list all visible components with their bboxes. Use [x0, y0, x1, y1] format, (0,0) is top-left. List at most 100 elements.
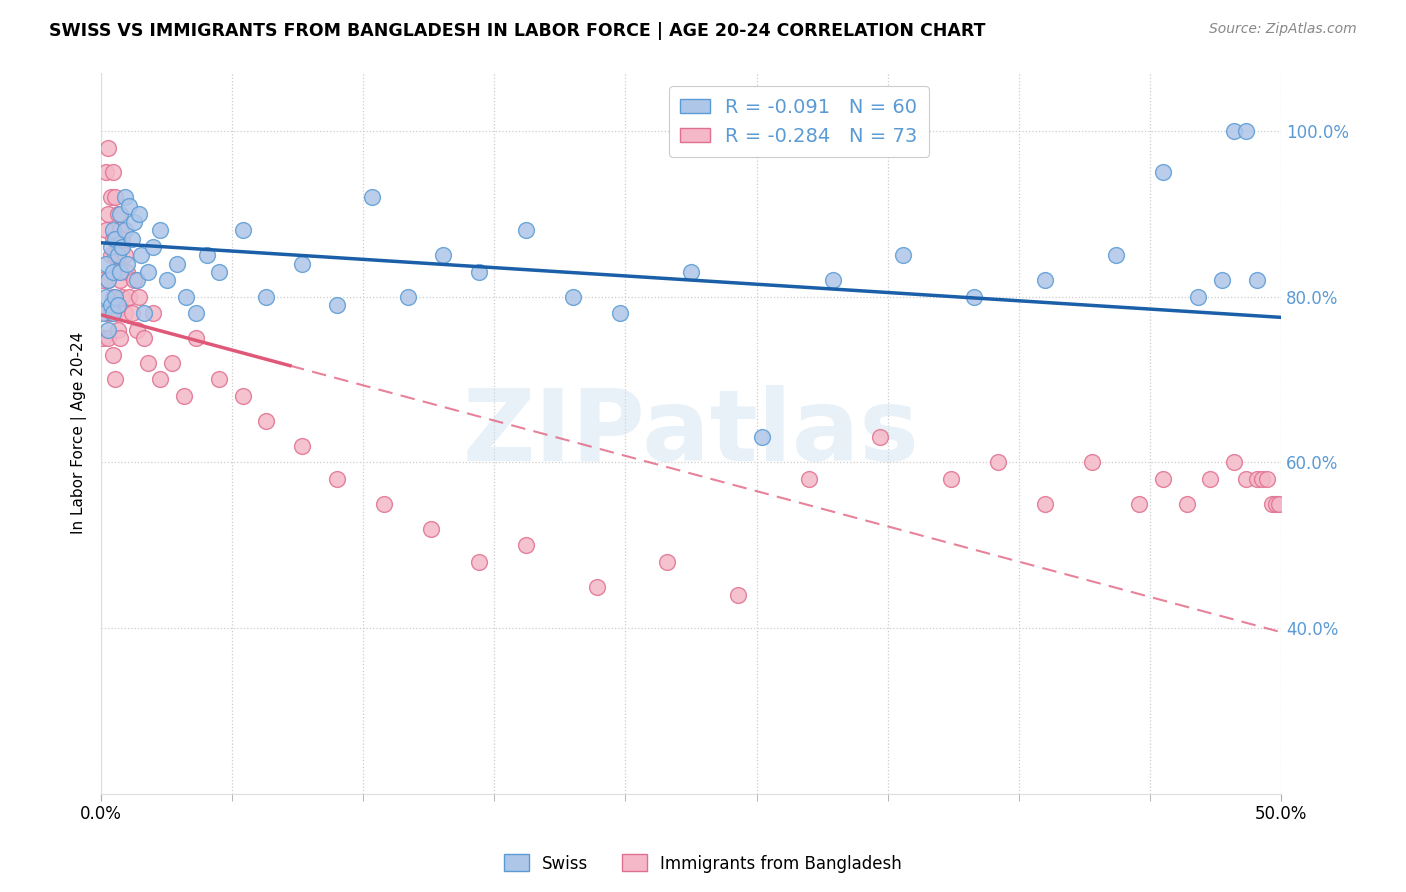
Point: [361, 190, 384, 204]
Point: [184, 331, 207, 345]
Point: [101, 265, 124, 279]
Point: [1128, 497, 1150, 511]
Point: [93, 273, 115, 287]
Point: [108, 331, 131, 345]
Point: [939, 472, 962, 486]
Point: [128, 290, 150, 304]
Point: [125, 323, 148, 337]
Point: [107, 323, 129, 337]
Point: [111, 290, 134, 304]
Point: [515, 223, 537, 237]
Point: [963, 290, 986, 304]
Point: [94, 223, 117, 237]
Point: [373, 497, 395, 511]
Point: [122, 273, 145, 287]
Point: [1234, 472, 1257, 486]
Point: [104, 190, 127, 204]
Point: [1260, 497, 1282, 511]
Point: [101, 223, 124, 237]
Point: [115, 256, 138, 270]
Point: [97, 140, 120, 154]
Point: [104, 372, 127, 386]
Point: [326, 298, 349, 312]
Point: [111, 232, 134, 246]
Point: [108, 265, 131, 279]
Point: [97, 273, 120, 287]
Point: [121, 232, 143, 246]
Point: [585, 580, 607, 594]
Point: [657, 555, 679, 569]
Point: [94, 306, 117, 320]
Point: [104, 248, 127, 262]
Point: [1152, 472, 1174, 486]
Point: [232, 223, 254, 237]
Point: [291, 256, 314, 270]
Point: [132, 306, 155, 320]
Point: [108, 273, 131, 287]
Point: [562, 290, 585, 304]
Point: [100, 190, 122, 204]
Point: [727, 588, 749, 602]
Point: [100, 248, 122, 262]
Point: [821, 273, 844, 287]
Point: [679, 265, 702, 279]
Point: [118, 290, 141, 304]
Text: SWISS VS IMMIGRANTS FROM BANGLADESH IN LABOR FORCE | AGE 20-24 CORRELATION CHART: SWISS VS IMMIGRANTS FROM BANGLADESH IN L…: [49, 22, 986, 40]
Point: [291, 439, 314, 453]
Point: [100, 306, 122, 320]
Point: [174, 290, 197, 304]
Point: [1199, 472, 1222, 486]
Point: [432, 248, 454, 262]
Point: [467, 265, 489, 279]
Point: [1175, 497, 1198, 511]
Point: [893, 248, 915, 262]
Point: [101, 165, 124, 179]
Point: [104, 232, 127, 246]
Point: [149, 223, 172, 237]
Point: [128, 207, 150, 221]
Point: [609, 306, 631, 320]
Point: [136, 265, 159, 279]
Point: [121, 306, 143, 320]
Point: [115, 265, 138, 279]
Point: [1265, 497, 1288, 511]
Point: [869, 430, 891, 444]
Point: [149, 372, 172, 386]
Point: [184, 306, 207, 320]
Point: [136, 356, 159, 370]
Point: [173, 389, 195, 403]
Point: [142, 306, 165, 320]
Point: [93, 306, 115, 320]
Point: [97, 323, 120, 337]
Text: Source: ZipAtlas.com: Source: ZipAtlas.com: [1209, 22, 1357, 37]
Point: [94, 165, 117, 179]
Point: [208, 372, 231, 386]
Point: [751, 430, 773, 444]
Point: [1081, 455, 1104, 469]
Point: [101, 290, 124, 304]
Point: [1267, 497, 1289, 511]
Point: [111, 240, 134, 254]
Point: [208, 265, 231, 279]
Point: [107, 265, 129, 279]
Point: [1105, 248, 1128, 262]
Y-axis label: In Labor Force | Age 20-24: In Labor Force | Age 20-24: [72, 332, 87, 534]
Point: [1251, 472, 1274, 486]
Point: [132, 331, 155, 345]
Point: [515, 538, 537, 552]
Point: [114, 223, 136, 237]
Point: [1246, 273, 1268, 287]
Point: [104, 290, 127, 304]
Point: [1211, 273, 1233, 287]
Point: [107, 207, 129, 221]
Point: [420, 522, 443, 536]
Point: [1256, 472, 1278, 486]
Point: [101, 232, 124, 246]
Point: [195, 248, 218, 262]
Point: [1152, 165, 1174, 179]
Point: [797, 472, 820, 486]
Point: [118, 198, 141, 212]
Point: [97, 207, 120, 221]
Legend: R = -0.091   N = 60, R = -0.284   N = 73: R = -0.091 N = 60, R = -0.284 N = 73: [669, 87, 929, 157]
Point: [1033, 497, 1056, 511]
